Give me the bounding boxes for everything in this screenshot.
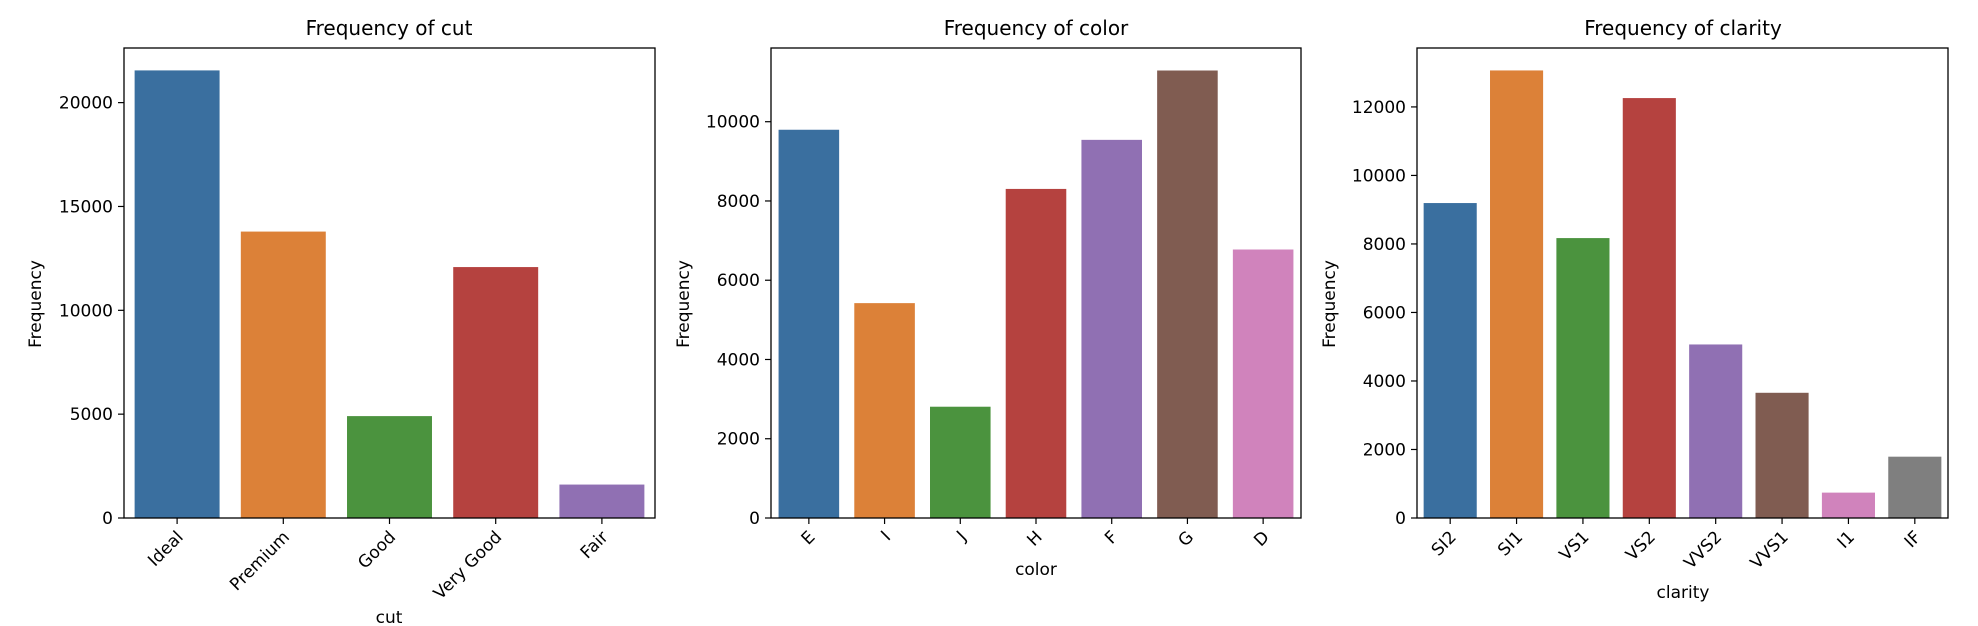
bar-clarity-vs2: [1622, 98, 1676, 518]
y-tick-label-clarity: 8000: [1363, 235, 1406, 255]
y-axis-label-clarity: Frequency: [1320, 260, 1340, 348]
bar-clarity-si2: [1423, 203, 1477, 519]
y-tick-label-cut: 10000: [59, 301, 113, 321]
x-tick-label-cut: Good: [354, 527, 400, 573]
y-tick-label-clarity: 6000: [1363, 303, 1406, 323]
chart-title-color: Frequency of color: [944, 16, 1129, 40]
bar-cut-very-good: [453, 267, 539, 518]
x-tick-label-clarity: VS2: [1622, 527, 1660, 565]
y-tick-label-color: 4000: [717, 350, 760, 370]
bar-cut-premium: [240, 231, 326, 518]
x-tick-label-cut: Premium: [226, 527, 294, 595]
y-axis-label-color: Frequency: [674, 260, 694, 348]
x-tick-label-color: J: [952, 527, 970, 545]
x-tick-label-cut: Ideal: [144, 527, 187, 570]
y-tick-label-clarity: 12000: [1352, 98, 1406, 118]
plot-frame-color: [770, 47, 1302, 519]
bar-cut-fair: [559, 484, 645, 518]
y-tick-label-color: 0: [749, 509, 760, 529]
y-tick-label-cut: 15000: [59, 197, 113, 217]
x-tick-label-cut: Very Good: [430, 527, 506, 603]
bar-cut-ideal: [134, 70, 220, 518]
bar-cut-good: [347, 416, 432, 518]
x-tick-label-clarity: I1: [1834, 527, 1859, 552]
bar-clarity-si1: [1490, 70, 1544, 518]
bar-color-i: [854, 303, 915, 518]
chart-title-clarity: Frequency of clarity: [1584, 16, 1782, 40]
y-tick-label-color: 8000: [717, 192, 760, 212]
y-tick-label-cut: 5000: [70, 405, 113, 425]
x-tick-label-clarity: VVS2: [1680, 527, 1726, 573]
x-tick-label-clarity: VVS1: [1747, 527, 1793, 573]
x-tick-label-color: F: [1101, 527, 1122, 548]
y-tick-label-color: 6000: [717, 271, 760, 291]
bar-color-g: [1157, 70, 1218, 518]
y-tick-label-cut: 0: [102, 509, 113, 529]
x-ticks-cut: Ideal Premium Good Very Good Fair: [144, 518, 612, 604]
y-tick-label-clarity: 0: [1395, 509, 1406, 529]
x-axis-label-color: color: [1015, 560, 1057, 580]
bar-clarity-vvs2: [1689, 344, 1743, 518]
x-tick-label-clarity: VS1: [1556, 527, 1594, 565]
bar-clarity-vs1: [1556, 238, 1610, 518]
x-tick-label-color: H: [1023, 527, 1046, 550]
bars-clarity: [1423, 70, 1942, 519]
chart-panel-color: Frequency of color Frequency color 0 2000…: [674, 16, 1302, 580]
bar-clarity-if: [1888, 456, 1942, 518]
x-tick-label-clarity: IF: [1901, 527, 1926, 552]
y-ticks-cut: 0 5000 10000 15000 20000: [59, 94, 124, 529]
bar-clarity-vvs1: [1755, 392, 1809, 518]
bar-color-h: [1005, 188, 1067, 519]
y-tick-label-color: 2000: [717, 430, 760, 450]
bars-color: [778, 70, 1294, 519]
chart-panel-clarity: Frequency of clarity Frequency clarity 0…: [1320, 16, 1949, 603]
x-tick-label-color: G: [1174, 527, 1197, 550]
y-tick-label-clarity: 4000: [1363, 372, 1406, 392]
x-axis-label-clarity: clarity: [1657, 583, 1710, 603]
y-tick-label-color: 10000: [706, 113, 760, 133]
y-tick-label-clarity: 10000: [1352, 166, 1406, 186]
y-ticks-clarity: 0 2000 4000 6000 8000 10000 12000: [1352, 98, 1417, 529]
bar-color-e: [778, 129, 840, 518]
x-tick-label-clarity: SI1: [1494, 527, 1527, 560]
plot-frame-cut: [123, 47, 656, 519]
y-tick-label-clarity: 2000: [1363, 440, 1406, 460]
bar-color-d: [1232, 249, 1294, 518]
x-tick-label-color: E: [798, 527, 820, 549]
bars-cut: [134, 70, 645, 518]
x-tick-label-cut: Fair: [577, 527, 613, 563]
x-axis-label-cut: cut: [376, 608, 403, 626]
x-tick-label-color: I: [877, 527, 895, 545]
bar-clarity-i1: [1821, 492, 1875, 518]
y-axis-label-cut: Frequency: [26, 260, 46, 348]
chart-panel-cut: Frequency of cut Frequency cut 0 5000 1000…: [26, 16, 656, 626]
bar-color-f: [1081, 139, 1142, 519]
x-ticks-clarity: SI2 SI1 VS1 VS2 VVS2 VVS1 I1 IF: [1428, 518, 1926, 573]
x-tick-label-color: D: [1250, 527, 1273, 550]
chart-title-cut: Frequency of cut: [306, 16, 473, 40]
y-ticks-color: 0 2000 4000 6000 8000 10000: [706, 113, 771, 529]
bar-color-j: [930, 406, 991, 518]
x-tick-label-clarity: SI2: [1428, 527, 1461, 560]
y-tick-label-cut: 20000: [59, 94, 113, 114]
plot-frame-clarity: [1416, 47, 1949, 519]
